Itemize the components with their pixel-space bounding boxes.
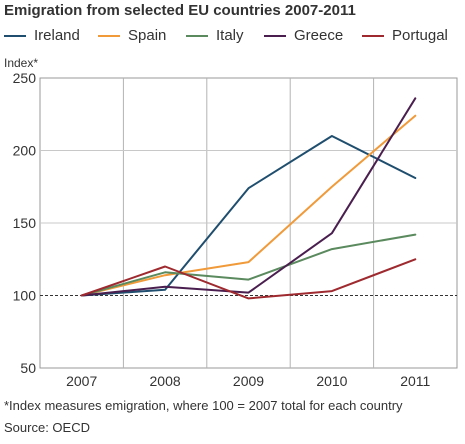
- source-note: Source: OECD: [4, 420, 90, 435]
- y-tick-label: 100: [13, 288, 37, 304]
- legend: Ireland Spain Italy Greece Portugal: [0, 27, 465, 47]
- series-line-italy: [80, 233, 417, 297]
- series-line-ireland: [80, 135, 417, 297]
- series-line-portugal: [80, 258, 417, 300]
- legend-swatch-portugal: [362, 34, 384, 37]
- legend-label-portugal: Portugal: [392, 27, 448, 44]
- y-tick-label: 250: [13, 70, 37, 86]
- legend-swatch-greece: [264, 34, 286, 37]
- legend-swatch-spain: [98, 34, 120, 37]
- legend-item-italy: Italy: [186, 27, 244, 44]
- x-tick-label: 2008: [150, 373, 181, 389]
- legend-label-italy: Italy: [216, 27, 244, 44]
- legend-label-greece: Greece: [294, 27, 344, 44]
- legend-swatch-italy: [186, 34, 208, 37]
- x-tick-label: 2007: [66, 373, 97, 389]
- legend-item-greece: Greece: [264, 27, 343, 44]
- legend-item-spain: Spain: [98, 27, 166, 44]
- x-tick-label: 2010: [316, 373, 347, 389]
- series-line-spain: [80, 114, 417, 297]
- legend-item-portugal: Portugal: [362, 27, 448, 44]
- legend-label-spain: Spain: [128, 27, 167, 44]
- x-tick-label: 2011: [400, 373, 430, 389]
- footnote: *Index measures emigration, where 100 = …: [4, 398, 403, 413]
- chart-title: Emigration from selected EU countries 20…: [4, 2, 356, 19]
- legend-item-ireland: Ireland: [4, 27, 80, 44]
- y-tick-label: 50: [20, 360, 36, 376]
- y-axis-label: Index*: [4, 56, 39, 70]
- series-line-greece: [80, 97, 417, 297]
- y-tick-label: 200: [13, 143, 37, 159]
- x-tick-label: 2009: [233, 373, 264, 389]
- legend-label-ireland: Ireland: [34, 27, 80, 44]
- legend-swatch-ireland: [4, 34, 26, 37]
- y-tick-label: 150: [13, 215, 37, 231]
